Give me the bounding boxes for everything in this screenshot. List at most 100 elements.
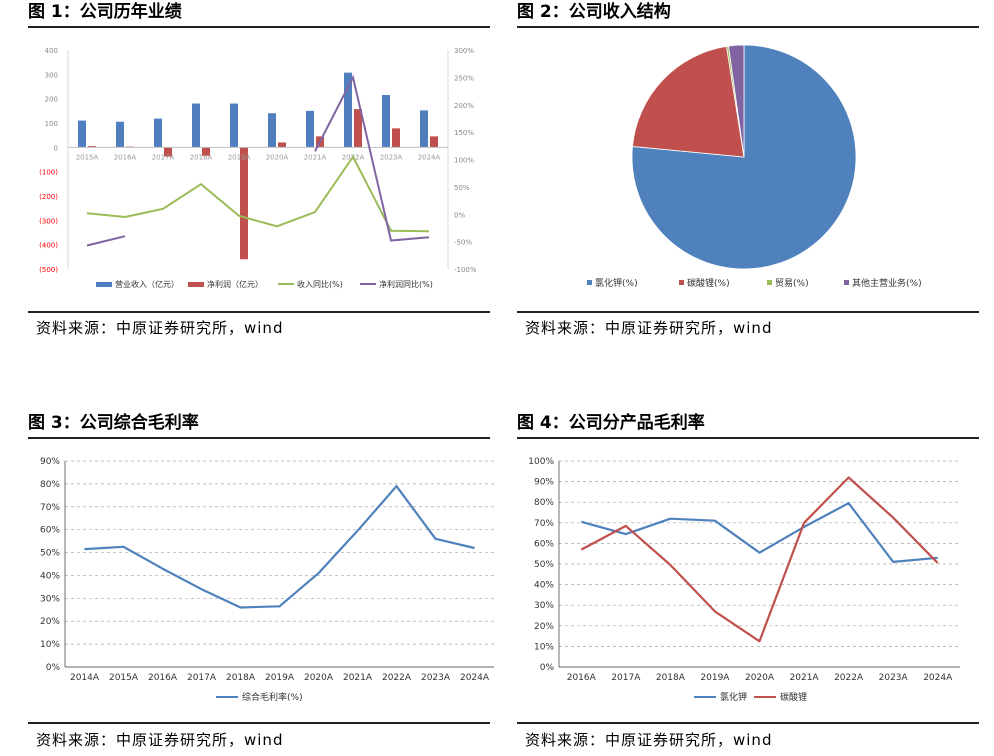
legend-swatch [587,280,592,285]
y2-tick-label: 150% [454,129,474,137]
figure-1-source: 资料来源：中原证券研究所，wind [36,319,284,337]
y-tick-label: (400) [39,242,58,250]
legend-label: 碳酸锂(%) [687,277,730,289]
legend-swatch [188,282,204,287]
x-tick-label: 2022A [834,673,864,683]
legend-label: 营业收入（亿元） [115,279,179,289]
series-line [84,485,475,609]
bar [278,142,286,148]
figure-3-chart: 90% 80% 70% 60% 50% 40% 30% 20% 10% 0% 2014A 2015A 2… [40,457,494,703]
x-tick-label: 2024A [418,153,441,161]
legend-label: 贸易(%) [775,277,809,289]
series-line [580,476,939,643]
legend-label: 净利润同比(%) [379,279,433,289]
figure-2-title: 图 2：公司收入结构 [517,0,979,28]
x-tick-label: 2021A [343,673,373,683]
legend-label: 综合毛利率(%) [242,691,303,703]
x-tick-label: 2019A [228,153,251,161]
legend-swatch [96,282,112,287]
bar [306,110,314,148]
y-tick-label: 10% [40,640,60,650]
y-tick-label: 70% [40,503,60,513]
y-tick-label: 30% [40,594,60,604]
y-tick-label: 70% [534,519,554,529]
x-tick-label: 2015A [76,153,99,161]
x-tick-label: 2024A [923,673,953,683]
y2-tick-label: 0% [454,211,465,219]
legend-label: 碳酸锂 [780,691,807,703]
y-tick-label: 300 [45,71,58,79]
x-tick-label: 2021A [790,673,820,683]
y2-tick-label: -100% [454,266,477,274]
pie-slice [632,45,745,158]
figure-1-chart: 400 300 200 100 0 (100) (200) (300) (400) (500) 30… [39,47,477,289]
y-tick-label: 0% [46,663,61,673]
bar [420,110,428,148]
figure-4-chart: 100% 90% 80% 70% 60% 50% 40% 30% 20% 10% 0% 2016A 20… [528,457,960,703]
bar [382,95,390,148]
x-tick-label: 2017A [187,673,217,683]
y-tick-label: 90% [534,478,554,488]
x-tick-label: 2018A [226,673,256,683]
figure-2-source: 资料来源：中原证券研究所，wind [525,319,773,337]
series-line [86,235,126,247]
y2-tick-label: 300% [454,47,474,55]
figure-4-title: 图 4：公司分产品毛利率 [517,411,979,439]
bar [354,109,362,148]
legend-swatch [844,280,849,285]
bar [164,147,172,157]
figure-2-chart: 氯化钾(%) 碳酸锂(%) 贸易(%) 其他主营业务(%) [587,44,922,289]
x-tick-label: 2022A [382,673,412,683]
y-tick-label: 10% [534,642,554,652]
y-tick-label: (500) [39,266,58,274]
figure-4-panel: 图 4：公司分产品毛利率 100% 90% 80% 70% 60% 50% 40% 30% 20… [517,411,979,756]
x-tick-label: 2024A [460,673,490,683]
y-tick-label: 60% [40,526,60,536]
figure-3-source-rule [28,722,490,724]
series-line [581,502,938,564]
y-tick-label: 80% [40,480,60,490]
legend-swatch [679,280,684,285]
x-tick-label: 2020A [745,673,775,683]
y-tick-label: 20% [40,617,60,627]
series-line [86,154,430,233]
bar [202,147,210,156]
y-tick-label: 0% [540,663,555,673]
series-line [314,74,430,242]
figure-2-panel: 图 2：公司收入结构 氯化钾(%) 碳酸锂(%) 贸易(%) 其他主营业务(%) 资料… [517,0,979,345]
figure-2-source-rule [517,311,979,313]
y-tick-label: 400 [45,47,58,55]
y-tick-label: (300) [39,217,58,225]
legend-label: 其他主营业务(%) [852,277,922,289]
x-tick-label: 2017A [611,673,641,683]
y-tick-label: 100 [45,120,58,128]
y-tick-label: 80% [534,498,554,508]
x-tick-label: 2016A [148,673,178,683]
x-tick-label: 2016A [114,153,137,161]
x-tick-label: 2018A [190,153,213,161]
bar [88,146,96,148]
bar [192,103,200,148]
y-tick-label: 200 [45,96,58,104]
y2-tick-label: -50% [454,239,472,247]
x-tick-label: 2018A [656,673,686,683]
legend-swatch [767,280,772,285]
figure-4-source: 资料来源：中原证券研究所，wind [525,731,773,749]
x-tick-label: 2020A [266,153,289,161]
y-tick-label: 50% [534,560,554,570]
pie-slice [728,44,745,158]
legend-label: 净利润（亿元） [207,279,263,289]
bar [78,120,86,148]
x-tick-label: 2021A [304,153,327,161]
y2-tick-label: 250% [454,74,474,82]
y2-tick-label: 200% [454,102,474,110]
y2-tick-label: 100% [454,157,474,165]
y-tick-label: 40% [40,571,60,581]
legend-label: 氯化钾 [720,691,747,703]
y-tick-label: (100) [39,169,58,177]
y-tick-label: 100% [528,457,554,467]
bar [268,113,276,148]
x-tick-label: 2014A [70,673,100,683]
bar [230,103,238,148]
x-tick-label: 2016A [567,673,597,683]
